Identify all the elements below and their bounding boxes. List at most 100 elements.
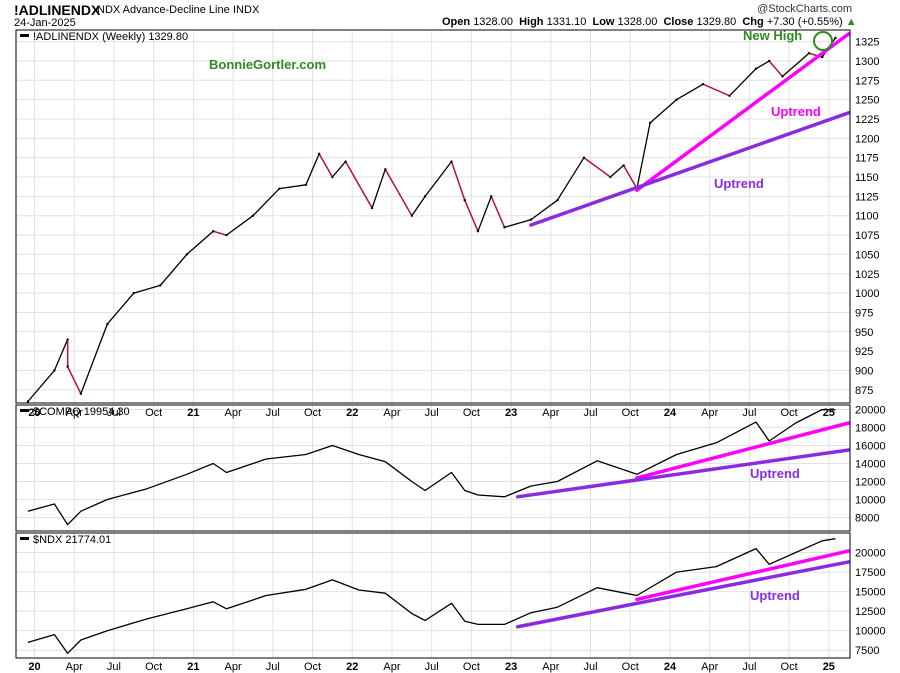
chart-compq-annotation: Uptrend [750,466,800,481]
chart-ndx-border [15,532,851,659]
main-data-point [79,392,83,395]
chart-main-ytick-label: 1100 [855,211,879,223]
main-data-point [463,199,466,202]
main-data-point [317,152,321,156]
main-data-point [66,365,69,368]
chart-ndx-ytick-label: 12500 [855,606,886,618]
chart-main-ytick-label: 1325 [855,37,879,49]
open-label: Open [442,16,471,28]
main-xtick-label: Apr [66,407,83,419]
main-down-segment [702,83,730,97]
main-down-segment [67,366,82,394]
main-xtick-label: Jul [584,407,598,419]
chart-ndx-ytick-label: 7500 [855,645,879,657]
chart-compq-ytick-label: 10000 [855,495,886,507]
chart-compq-ytick-label: 8000 [855,513,879,525]
bottom-xtick-label: Jul [107,661,121,673]
main-data-point [476,230,480,233]
main-data-point [701,82,705,86]
chart-ndx-series-line [27,538,836,654]
chart-main-ytick-label: 1300 [855,56,879,68]
chart-main-ytick-label: 1275 [855,75,879,87]
chart-main-ytick-label: 950 [855,327,873,339]
chart-main-ytick-label: 1175 [855,153,879,165]
main-data-point [66,338,69,341]
main-data-point [754,67,758,70]
main-data-point [26,400,30,403]
main-data-point [781,75,784,78]
main-data-point [423,195,427,198]
chart-compq-ytick-label: 14000 [855,459,886,471]
main-data-point [648,121,652,125]
chart-date: 24-Jan-2025 [14,17,76,29]
main-down-segment [213,230,227,236]
bottom-xtick-label: Apr [701,661,718,673]
main-xtick-label: Jul [107,407,121,419]
bottom-xtick-label: Jul [584,661,598,673]
chart-ndx-ytick-label: 15000 [855,587,886,599]
bottom-xtick-label: Oct [463,661,480,673]
bottom-xtick-label: Oct [145,661,162,673]
chart-compq-legend-swatch [20,409,29,412]
chart-main-annotation: Uptrend [714,176,764,191]
chart-main-trendline-magenta [635,32,851,192]
main-xtick-label: Apr [542,407,559,419]
main-down-segment [318,153,333,178]
main-data-point [410,214,414,217]
chart-compq-ytick-label: 18000 [855,423,886,435]
chart-ndx-legend-swatch [20,537,29,540]
main-data-point [728,94,731,97]
main-data-point [344,160,347,163]
main-data-point [529,218,533,221]
symbol-title: !ADLINENDX [14,2,101,18]
main-xtick-label: 25 [823,407,835,419]
symbol-exchange: INDX [233,4,260,16]
main-xtick-label: Oct [304,407,321,419]
bottom-xtick-label: Apr [225,661,242,673]
main-data-point [53,369,56,372]
main-data-point [622,164,625,167]
low-label: Low [592,16,615,28]
main-data-point [556,199,559,202]
main-data-point [384,168,387,171]
main-data-point [185,253,188,256]
bottom-xtick-label: 22 [346,661,358,673]
main-data-point [225,233,228,237]
main-data-point [834,36,837,40]
chart-main-annotation: New High [743,28,802,43]
main-data-point [768,59,771,63]
chg-value: +7.30 (+0.55%) [766,16,843,28]
chart-main-ytick-label: 1150 [855,172,879,184]
main-down-segment [623,165,638,189]
main-data-point [675,98,678,101]
main-xtick-label: Oct [145,407,162,419]
main-xtick-label: Jul [266,407,280,419]
main-xtick-label: Apr [225,407,242,419]
chart-main-ytick-label: 1050 [855,249,879,261]
chart-compq-trendline-purple [515,448,851,499]
main-data-point [370,206,374,210]
chg-label: Chg [742,16,764,28]
chart-main-ytick-label: 1225 [855,114,879,126]
chart-main-border [15,29,851,404]
quote-line: Open 1328.00 High 1331.10 Low 1328.00 Cl… [442,16,857,28]
main-xtick-label: Jul [425,407,439,419]
main-data-point [132,291,136,295]
stockcharts-watermark: @StockCharts.com [757,3,852,15]
main-data-point [304,183,308,186]
bottom-xtick-label: Apr [383,661,400,673]
chart-compq-series-line [27,408,836,526]
main-xtick-label: Oct [622,407,639,419]
bottom-xtick-label: Oct [622,661,639,673]
main-data-point [278,187,281,190]
chart-main-ytick-label: 1125 [855,191,879,203]
main-down-segment [464,199,479,232]
main-down-segment [345,161,373,209]
main-data-point [251,214,255,217]
chart-main-trendline-purple [529,111,851,227]
chart-main-ytick-label: 1000 [855,288,879,300]
chart-main-annotation: Uptrend [771,104,821,119]
chart-main-ytick-label: 1025 [855,269,879,281]
main-xtick-label: Oct [781,407,798,419]
bottom-xtick-label: Oct [781,661,798,673]
